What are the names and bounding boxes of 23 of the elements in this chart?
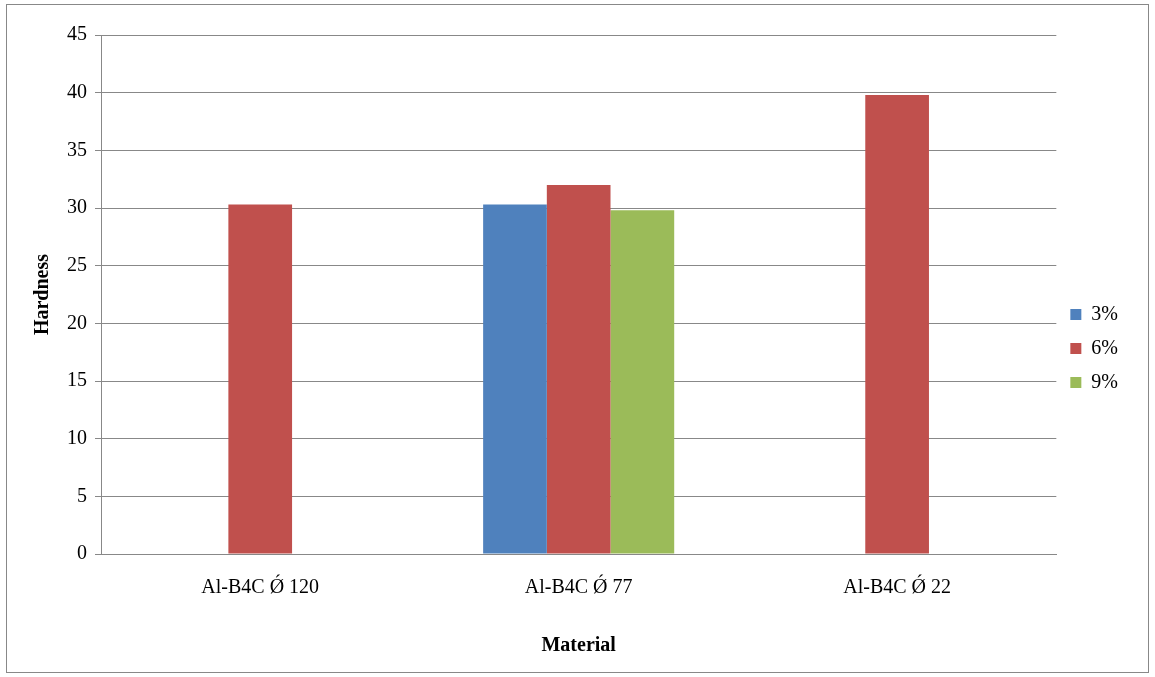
- y-tick-label: 35: [67, 137, 87, 160]
- y-tick-label: 45: [67, 22, 87, 45]
- bar: [228, 204, 293, 554]
- y-tick-label: 5: [77, 483, 87, 506]
- y-tick-label: 15: [67, 368, 87, 391]
- bar: [483, 204, 547, 554]
- x-axis-title: Material: [541, 633, 617, 656]
- bar: [546, 184, 611, 554]
- y-tick-label: 10: [67, 425, 87, 448]
- legend-label: 3%: [1091, 301, 1119, 324]
- bar: [865, 94, 929, 554]
- bar: [610, 210, 675, 554]
- x-tick-label: Al-B4C Ǿ 77: [524, 574, 633, 598]
- x-tick-label: Al-B4C Ǿ 120: [201, 574, 320, 598]
- legend-label: 6%: [1091, 335, 1119, 358]
- legend-label: 9%: [1091, 369, 1119, 392]
- y-tick-label: 40: [67, 79, 87, 102]
- y-axis-title: Hardness: [30, 253, 53, 336]
- x-tick-label: Al-B4C Ǿ 22: [843, 574, 952, 598]
- y-tick-label: 0: [77, 541, 87, 564]
- y-tick-label: 20: [67, 310, 87, 333]
- y-tick-label: 30: [67, 195, 87, 218]
- y-tick-label: 25: [67, 252, 87, 275]
